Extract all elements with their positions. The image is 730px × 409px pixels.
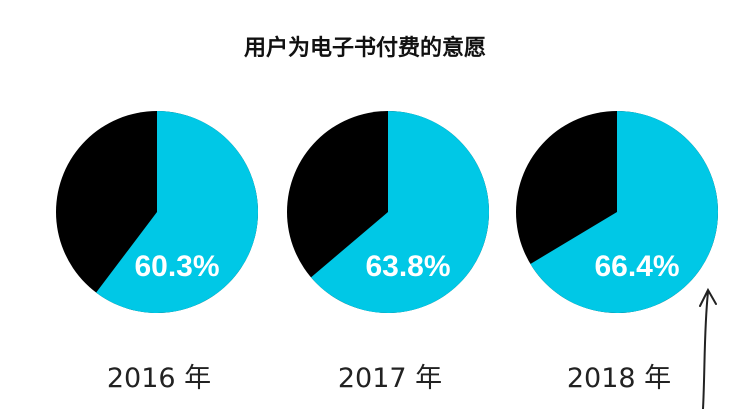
pie-slice-paid xyxy=(96,111,258,313)
pie-1: 60.3% 2016 年 xyxy=(56,111,258,394)
pie-2: 63.8% 2017 年 xyxy=(287,111,489,394)
chart-title: 用户为电子书付费的意愿 xyxy=(243,36,486,61)
pie-year-label: 2016 年 xyxy=(107,363,211,394)
pie-value-label: 60.3% xyxy=(134,250,219,283)
pie-year-label: 2018 年 xyxy=(567,363,671,394)
pie-slice-paid xyxy=(530,111,718,313)
pie-value-label: 66.4% xyxy=(594,250,679,283)
pie-slice-paid xyxy=(310,111,489,313)
pie-value-label: 63.8% xyxy=(365,250,450,283)
hand-drawn-arrow xyxy=(699,287,717,409)
pie-year-label: 2017 年 xyxy=(338,363,442,394)
pie-3: 66.4% 2018 年 xyxy=(516,111,718,394)
